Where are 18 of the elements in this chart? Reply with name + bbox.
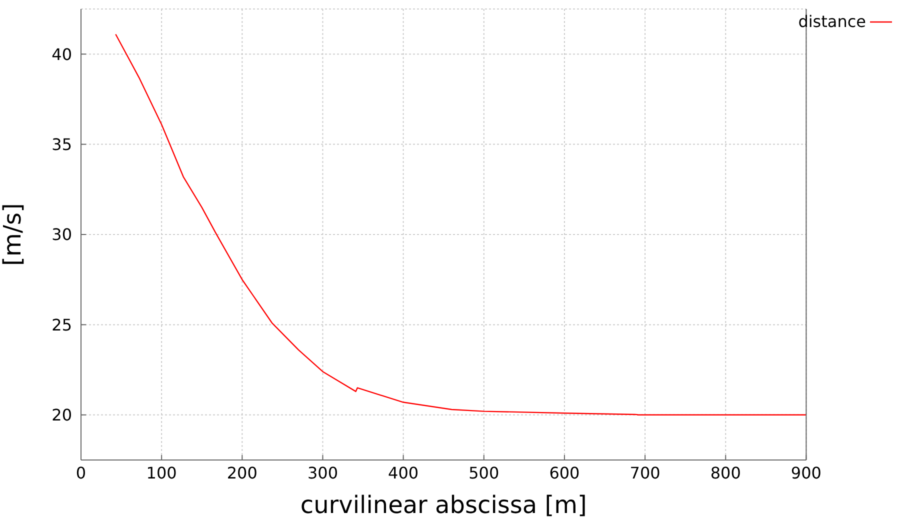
x-tick-label: 500 xyxy=(468,463,500,482)
x-tick-label: 400 xyxy=(388,463,419,482)
y-tick-label: 30 xyxy=(52,225,72,244)
x-tick-label: 600 xyxy=(549,463,580,482)
x-tick-label: 800 xyxy=(710,463,741,482)
y-tick-label: 25 xyxy=(52,315,72,334)
x-tick-label: 0 xyxy=(76,463,86,482)
x-tick-label: 300 xyxy=(307,463,338,482)
y-tick-label: 35 xyxy=(52,134,72,154)
x-tick-label: 200 xyxy=(226,463,258,482)
y-axis-title: [m/s] xyxy=(0,203,27,266)
x-tick-label: 900 xyxy=(790,463,822,482)
y-tick-label: 40 xyxy=(52,44,72,64)
x-tick-label: 700 xyxy=(630,463,660,482)
x-tick-label: 100 xyxy=(146,463,177,482)
line-series xyxy=(115,34,806,416)
x-axis-title: curvilinear abscissa [m] xyxy=(300,491,587,517)
y-tick-label: 20 xyxy=(52,406,72,425)
